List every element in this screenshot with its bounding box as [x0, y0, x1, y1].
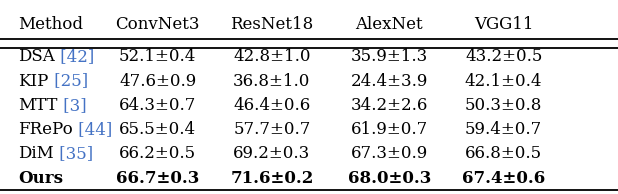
Text: DSA: DSA [19, 48, 55, 65]
Text: 36.8±1.0: 36.8±1.0 [233, 73, 311, 89]
Text: 66.2±0.5: 66.2±0.5 [119, 145, 196, 162]
Text: [25]: [25] [49, 73, 88, 89]
Text: VGG11: VGG11 [474, 16, 533, 33]
Text: 68.0±0.3: 68.0±0.3 [348, 170, 431, 186]
Text: [3]: [3] [58, 97, 87, 114]
Text: 35.9±1.3: 35.9±1.3 [351, 48, 428, 65]
Text: Ours: Ours [19, 170, 64, 186]
Text: 71.6±0.2: 71.6±0.2 [231, 170, 313, 186]
Text: ConvNet3: ConvNet3 [116, 16, 200, 33]
Text: 42.8±1.0: 42.8±1.0 [233, 48, 311, 65]
Text: 57.7±0.7: 57.7±0.7 [233, 121, 311, 138]
Text: 50.3±0.8: 50.3±0.8 [465, 97, 543, 114]
Text: MTT: MTT [19, 97, 58, 114]
Text: [35]: [35] [54, 145, 93, 162]
Text: 47.6±0.9: 47.6±0.9 [119, 73, 197, 89]
Text: 43.2±0.5: 43.2±0.5 [465, 48, 543, 65]
Text: 52.1±0.4: 52.1±0.4 [119, 48, 197, 65]
Text: KIP: KIP [19, 73, 49, 89]
Text: 59.4±0.7: 59.4±0.7 [465, 121, 543, 138]
Text: 67.3±0.9: 67.3±0.9 [351, 145, 428, 162]
Text: [44]: [44] [74, 121, 112, 138]
Text: 65.5±0.4: 65.5±0.4 [119, 121, 196, 138]
Text: 46.4±0.6: 46.4±0.6 [234, 97, 311, 114]
Text: 42.1±0.4: 42.1±0.4 [465, 73, 543, 89]
Text: FRePo: FRePo [19, 121, 74, 138]
Text: 66.7±0.3: 66.7±0.3 [116, 170, 199, 186]
Text: ResNet18: ResNet18 [231, 16, 313, 33]
Text: Method: Method [19, 16, 83, 33]
Text: 69.2±0.3: 69.2±0.3 [234, 145, 311, 162]
Text: 61.9±0.7: 61.9±0.7 [351, 121, 428, 138]
Text: DiM: DiM [19, 145, 54, 162]
Text: 64.3±0.7: 64.3±0.7 [119, 97, 197, 114]
Text: 66.8±0.5: 66.8±0.5 [465, 145, 542, 162]
Text: 24.4±3.9: 24.4±3.9 [350, 73, 428, 89]
Text: 67.4±0.6: 67.4±0.6 [462, 170, 545, 186]
Text: AlexNet: AlexNet [355, 16, 423, 33]
Text: [42]: [42] [55, 48, 95, 65]
Text: 34.2±2.6: 34.2±2.6 [350, 97, 428, 114]
